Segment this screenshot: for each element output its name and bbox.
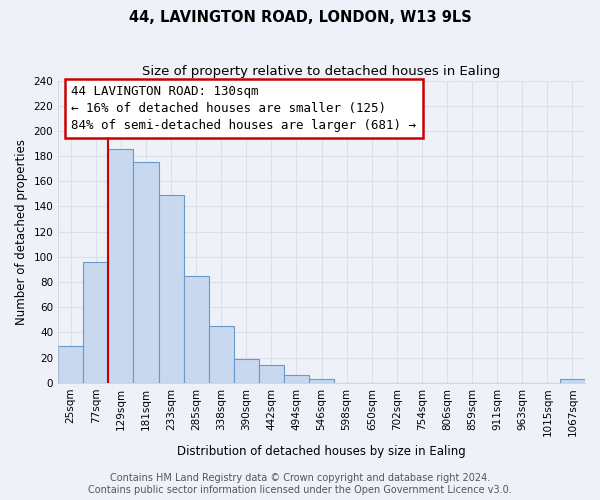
Bar [83, 262, 109, 382]
Text: Contains HM Land Registry data © Crown copyright and database right 2024.
Contai: Contains HM Land Registry data © Crown c… [88, 474, 512, 495]
Bar [259, 365, 284, 382]
Bar [234, 359, 259, 382]
Bar [133, 162, 158, 382]
Title: Size of property relative to detached houses in Ealing: Size of property relative to detached ho… [142, 65, 501, 78]
Bar [158, 195, 184, 382]
X-axis label: Distribution of detached houses by size in Ealing: Distribution of detached houses by size … [177, 444, 466, 458]
Bar [309, 379, 334, 382]
Bar [184, 276, 209, 382]
Bar [560, 379, 585, 382]
Text: 44, LAVINGTON ROAD, LONDON, W13 9LS: 44, LAVINGTON ROAD, LONDON, W13 9LS [128, 10, 472, 25]
Text: 44 LAVINGTON ROAD: 130sqm
← 16% of detached houses are smaller (125)
84% of semi: 44 LAVINGTON ROAD: 130sqm ← 16% of detac… [71, 85, 416, 132]
Y-axis label: Number of detached properties: Number of detached properties [15, 138, 28, 324]
Bar [209, 326, 234, 382]
Bar [58, 346, 83, 383]
Bar [284, 375, 309, 382]
Bar [109, 148, 133, 382]
